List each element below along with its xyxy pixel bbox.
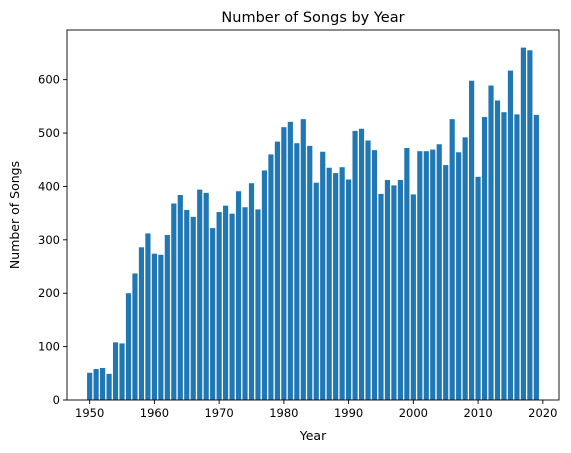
- y-tick-label: 600: [38, 73, 60, 87]
- bar-2018: [527, 50, 533, 400]
- x-tick-label: 2000: [399, 406, 428, 420]
- bar-2008: [462, 137, 468, 400]
- bar-1959: [145, 233, 151, 400]
- bar-1964: [177, 194, 183, 400]
- bar-1955: [119, 343, 125, 400]
- y-axis-label: Number of Songs: [7, 161, 22, 269]
- bar-1973: [235, 191, 242, 400]
- bar-1950: [87, 372, 93, 400]
- y-ticks: 0 100 200 300 400 500 600: [38, 73, 67, 407]
- bar-1962: [164, 235, 170, 400]
- bar-1981: [287, 121, 293, 400]
- bar-1957: [132, 273, 138, 400]
- bar-1975: [248, 183, 255, 400]
- bar-2006: [449, 119, 455, 400]
- bar-1989: [339, 167, 345, 400]
- y-tick-label: 200: [38, 286, 60, 300]
- y-tick-label: 100: [38, 340, 60, 354]
- bar-1956: [125, 293, 132, 400]
- bar-1980: [281, 127, 287, 401]
- bar-1961: [158, 254, 164, 400]
- bar-1953: [106, 373, 112, 400]
- bar-1966: [190, 216, 196, 400]
- bar-2016: [514, 114, 520, 401]
- bar-2001: [417, 151, 423, 400]
- bar-1976: [255, 209, 261, 400]
- bar-1978: [268, 154, 274, 400]
- x-tick-label: 1950: [75, 406, 104, 420]
- bar-1988: [333, 173, 339, 400]
- bar-1970: [216, 212, 222, 400]
- bar-2013: [494, 100, 501, 400]
- bar-1977: [261, 170, 268, 400]
- bar-2004: [436, 144, 442, 400]
- bar-1997: [391, 185, 397, 400]
- bar-1991: [352, 130, 358, 400]
- x-tick-label: 1980: [269, 406, 298, 420]
- bar-2017: [520, 47, 526, 401]
- bar-2011: [481, 117, 488, 400]
- y-tick-label: 300: [38, 233, 60, 247]
- bar-1972: [229, 213, 235, 400]
- chart-title: Number of Songs by Year: [221, 10, 404, 26]
- bar-1992: [358, 128, 365, 400]
- x-axis-label: Year: [299, 428, 327, 443]
- bar-2014: [501, 112, 507, 400]
- bar-1999: [404, 147, 410, 400]
- bar-1985: [313, 182, 319, 400]
- bar-2009: [469, 80, 475, 400]
- x-ticks: 1950 1960 1970 1980 1990 2000 2010 2020: [75, 400, 557, 420]
- x-tick-label: 1960: [140, 406, 169, 420]
- bar-1974: [242, 207, 248, 400]
- bar-2010: [475, 176, 481, 400]
- bar-2007: [456, 152, 462, 400]
- x-tick-label: 2010: [463, 406, 492, 420]
- bar-2003: [430, 149, 436, 400]
- bar-1979: [274, 141, 280, 400]
- x-tick-label: 1970: [204, 406, 233, 420]
- x-tick-label: 1990: [334, 406, 363, 420]
- bar-1987: [326, 167, 332, 400]
- bar-2002: [423, 151, 429, 400]
- bar-1998: [397, 180, 403, 400]
- bar-1967: [197, 189, 203, 400]
- bar-1983: [300, 119, 306, 400]
- bar-1968: [203, 192, 209, 400]
- bar-2005: [443, 165, 449, 400]
- bar-1960: [151, 253, 157, 400]
- y-tick-label: 500: [38, 126, 60, 140]
- bar-1982: [294, 143, 300, 400]
- y-tick-label: 400: [38, 179, 60, 193]
- bar-1969: [210, 228, 216, 400]
- bar-1971: [223, 205, 229, 400]
- bar-1954: [112, 342, 119, 400]
- bar-1986: [320, 151, 326, 400]
- bar-2015: [507, 70, 514, 400]
- bar-1965: [184, 209, 190, 400]
- bar-1963: [171, 203, 177, 400]
- bar-1990: [346, 179, 352, 400]
- bar-1994: [371, 150, 378, 400]
- bar-2000: [410, 194, 416, 400]
- bar-1951: [93, 369, 99, 400]
- bar-1993: [365, 140, 371, 400]
- bar-1958: [138, 247, 145, 400]
- bar-1952: [100, 367, 106, 400]
- x-tick-label: 2020: [528, 406, 557, 420]
- bar-1984: [307, 145, 313, 400]
- bar-2019: [533, 114, 539, 400]
- bar-2012: [488, 85, 494, 400]
- plot-frame: [66, 29, 560, 401]
- y-tick-label: 0: [53, 393, 60, 407]
- bar-1995: [378, 193, 384, 400]
- bars: [87, 47, 539, 401]
- bar-1996: [384, 180, 391, 400]
